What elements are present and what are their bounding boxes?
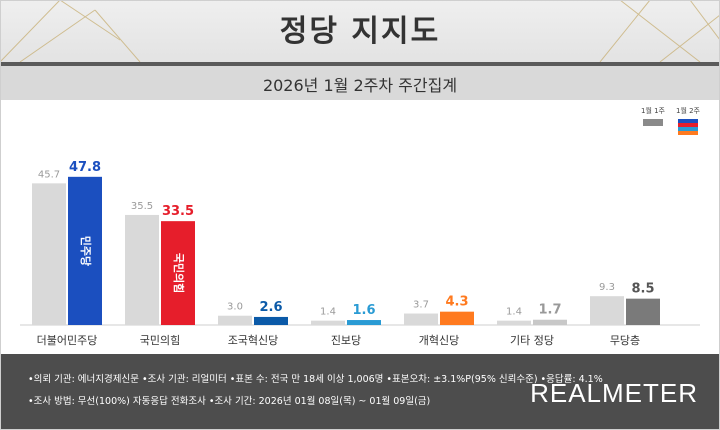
header-banner: 정당 지지도 xyxy=(0,0,720,62)
legend-curr: 1월 2주 xyxy=(675,106,701,135)
value-label-prev-6: 9.3 xyxy=(599,282,615,293)
category-label-2: 조국혁신당 xyxy=(228,334,279,347)
header-divider xyxy=(0,62,720,66)
bar-curr-3 xyxy=(347,320,381,325)
category-label-6: 무당층 xyxy=(610,334,640,347)
brand-logo: REALMETER xyxy=(530,378,698,408)
value-label-curr-1: 33.5 xyxy=(162,204,194,219)
legend-prev-swatch xyxy=(643,119,663,126)
survey-info-line-2: •조사 방법: 무선(100%) 자동응답 전화조사 •조사 기간: 2026년… xyxy=(28,396,431,407)
party-logo-1: 국민의힘 xyxy=(172,253,186,293)
value-label-prev-4: 3.7 xyxy=(413,300,429,311)
category-label-0: 더불어민주당 xyxy=(37,334,98,347)
bar-prev-4 xyxy=(404,313,438,325)
bar-prev-0 xyxy=(32,183,66,325)
value-label-curr-5: 1.7 xyxy=(538,303,561,318)
page-subtitle: 2026년 1월 2주차 주간집계 xyxy=(262,76,458,95)
category-label-5: 기타 정당 xyxy=(510,334,554,347)
footer-panel xyxy=(0,354,720,430)
legend-curr-label: 1월 2주 xyxy=(675,107,700,115)
category-label-1: 국민의힘 xyxy=(140,334,180,347)
subtitle-band xyxy=(0,66,720,100)
bar-curr-4 xyxy=(440,311,474,325)
value-label-prev-3: 1.4 xyxy=(320,307,336,318)
bar-prev-6 xyxy=(590,296,624,325)
bar-prev-5 xyxy=(497,320,531,325)
bar-curr-0 xyxy=(68,176,102,325)
value-label-curr-6: 8.5 xyxy=(631,282,654,297)
bar-prev-2 xyxy=(218,315,252,325)
value-label-curr-2: 2.6 xyxy=(259,300,282,315)
value-label-prev-2: 3.0 xyxy=(227,302,243,313)
legend-curr-swatch xyxy=(678,119,698,135)
category-label-3: 진보당 xyxy=(331,334,361,347)
survey-info-line-1: •의뢰 기관: 에너지경제신문 •조사 기관: 리얼미터 •표본 수: 전국 만… xyxy=(28,374,603,385)
value-label-prev-5: 1.4 xyxy=(506,307,522,318)
page-title: 정당 지지도 xyxy=(279,14,441,49)
legend-prev: 1월 1주 xyxy=(640,106,666,126)
bar-curr-6 xyxy=(626,298,660,325)
value-label-curr-4: 4.3 xyxy=(445,295,468,310)
bar-curr-2 xyxy=(254,316,288,325)
category-label-4: 개혁신당 xyxy=(419,334,459,347)
bar-curr-5 xyxy=(533,319,567,325)
legend-prev-label: 1월 1주 xyxy=(640,107,665,115)
value-label-curr-3: 1.6 xyxy=(352,303,375,318)
header-decoration xyxy=(0,0,720,62)
value-label-prev-1: 35.5 xyxy=(131,201,153,212)
party-logo-0: 민주당 xyxy=(79,236,93,266)
value-label-curr-0: 47.8 xyxy=(69,160,101,175)
bar-prev-3 xyxy=(311,320,345,325)
bar-curr-1 xyxy=(161,221,195,325)
bar-prev-1 xyxy=(125,214,159,325)
value-label-prev-0: 45.7 xyxy=(38,169,60,180)
